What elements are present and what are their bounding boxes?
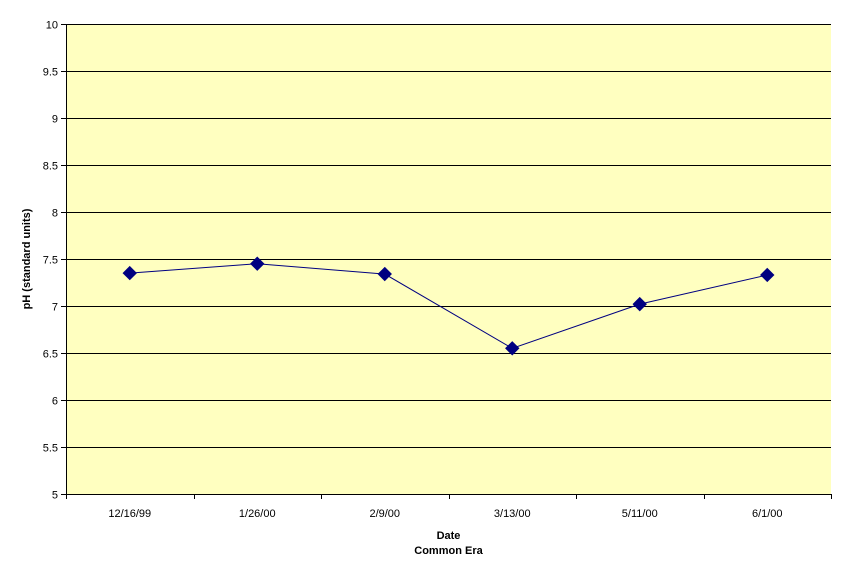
data-point-marker	[632, 296, 647, 312]
y-axis-title: pH (standard units)	[21, 208, 33, 309]
x-tick-label: 1/26/00	[239, 508, 276, 520]
series-line	[129, 263, 768, 349]
y-tick-label: 7.5	[43, 255, 58, 267]
y-tick-label: 6.5	[43, 349, 58, 361]
x-axis-subtitle: Common Era	[414, 545, 483, 557]
data-point-marker	[122, 265, 137, 281]
x-tick-label: 2/9/00	[369, 508, 400, 520]
data-series	[122, 256, 775, 356]
y-tick-label: 6	[52, 396, 58, 408]
x-tick-label: 12/16/99	[108, 508, 151, 520]
y-tick-label: 5	[52, 490, 58, 502]
data-point-marker	[250, 256, 265, 271]
x-tick-label: 5/11/00	[622, 508, 658, 520]
data-point-marker	[760, 267, 775, 283]
axes: 5 5.5 6 6.5 7 7.5 8 8.5 9 9.5 10 12/16/99 1/26/00 2/9…	[43, 20, 832, 520]
gridlines	[66, 24, 831, 495]
data-point-marker	[377, 266, 392, 282]
y-tick-label: 7	[52, 302, 58, 314]
y-tick-label: 9.5	[43, 67, 58, 79]
y-tick-label: 5.5	[43, 443, 58, 455]
y-tick-label: 8	[52, 208, 58, 220]
x-axis-title: Date	[437, 530, 461, 542]
data-point-marker	[505, 341, 520, 356]
y-tick-label: 9	[52, 114, 58, 126]
y-tick-label: 8.5	[43, 161, 58, 173]
x-tick-label: 3/13/00	[494, 508, 531, 520]
x-tick-label: 6/1/00	[752, 508, 783, 520]
y-tick-label: 10	[46, 20, 58, 32]
